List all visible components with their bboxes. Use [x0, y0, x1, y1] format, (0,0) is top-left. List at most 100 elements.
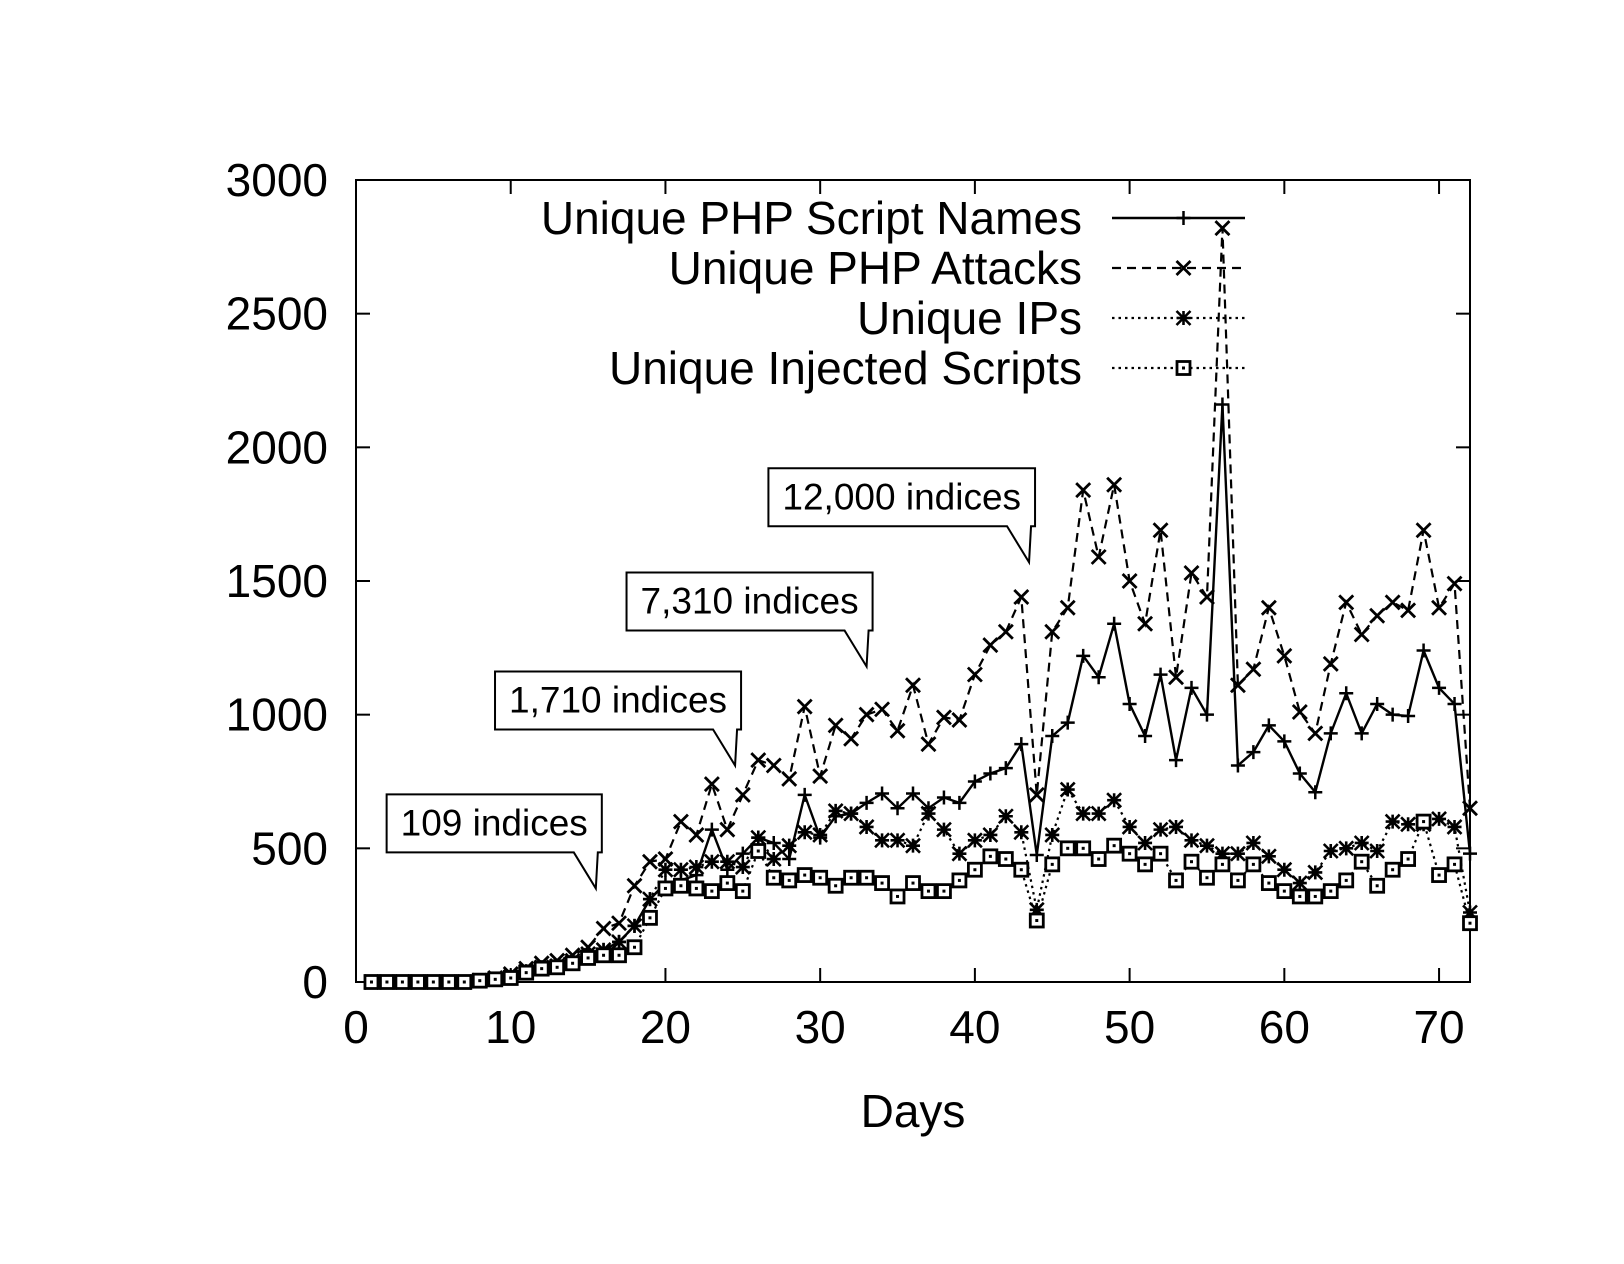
series-3-point — [812, 827, 829, 843]
series-4-point — [1044, 856, 1061, 873]
series-3-point — [781, 837, 798, 854]
series-2-point — [1291, 704, 1308, 720]
series-2-point — [1431, 599, 1448, 616]
legend-swatch-marker-stroke — [1175, 310, 1192, 326]
series-1-point-stroke — [1385, 707, 1400, 722]
series-4-point-dot — [849, 876, 853, 880]
series-2-point — [966, 666, 983, 683]
series-1-point-stroke — [906, 786, 920, 801]
series-3-point-stroke — [843, 805, 860, 822]
series-3-point-stroke — [703, 853, 720, 870]
series-3-point-stroke — [1183, 832, 1200, 849]
series-1-point — [1261, 718, 1276, 733]
series-1-point-stroke — [1122, 696, 1137, 711]
series-3-point-stroke — [905, 837, 921, 854]
series-4-point — [1338, 872, 1355, 889]
series-4-point — [1353, 853, 1370, 870]
series-4-point — [1291, 888, 1308, 905]
y-tick-label: 500 — [251, 822, 328, 874]
series-2-point-stroke — [1400, 602, 1417, 619]
series-4-point — [982, 848, 999, 865]
series-1-point-stroke — [952, 795, 967, 810]
series-2-point-stroke — [1276, 647, 1293, 664]
series-3-point-stroke — [1044, 827, 1061, 843]
series-3-point-stroke — [1245, 835, 1262, 851]
series-3-point-stroke — [1291, 875, 1308, 892]
series-3-point — [1307, 864, 1324, 881]
series-3-point-stroke — [827, 802, 844, 819]
series-2-point-stroke — [827, 717, 844, 734]
series-2-point-stroke — [920, 736, 937, 753]
series-4-point — [595, 947, 612, 964]
series-4-point-dot — [896, 894, 900, 898]
series-1-point-stroke — [1169, 753, 1184, 768]
legend-swatch-marker-stroke — [1176, 211, 1191, 225]
series-4-point — [889, 888, 906, 905]
series-3-point — [765, 851, 782, 867]
legend-label: Unique IPs — [857, 292, 1082, 344]
series-4-point-dot — [1128, 852, 1132, 856]
y-tick-label: 1500 — [226, 555, 328, 607]
series-3-point — [936, 821, 952, 838]
series-1-point-stroke — [1091, 670, 1106, 685]
series-3-point-stroke — [812, 827, 829, 843]
series-4-point-dot — [1422, 820, 1426, 824]
series-4-point-dot — [509, 976, 513, 980]
series-2-point — [672, 813, 689, 830]
series-3-point-stroke — [1338, 840, 1355, 857]
series-4-point — [1230, 872, 1246, 889]
series-2-point — [1338, 594, 1355, 611]
callout-box — [494, 670, 743, 769]
series-4-point-dot — [1344, 878, 1348, 882]
series-4-point — [781, 872, 798, 889]
series-2-point — [641, 853, 658, 870]
series-2-point-stroke — [1245, 661, 1262, 678]
series-2-point — [781, 770, 798, 787]
series-2-point-stroke — [1369, 607, 1386, 624]
series-1-point-stroke — [890, 801, 905, 816]
series-3-point-stroke — [1090, 805, 1107, 822]
series-2-point-stroke — [1013, 589, 1030, 606]
series-4-point — [409, 974, 426, 990]
series-4-point — [1446, 856, 1463, 873]
series-3-point-stroke — [611, 933, 627, 950]
series-4-point — [1121, 845, 1138, 862]
series-1-point — [782, 852, 797, 867]
series-3-point — [1121, 819, 1138, 835]
series-4-point-dot — [1097, 857, 1101, 861]
callout-label: 109 indices — [401, 802, 588, 843]
x-tick-label: 70 — [1413, 1001, 1464, 1053]
series-4-point-dot — [524, 971, 528, 975]
series-3-point — [1028, 901, 1045, 918]
series-4-point — [703, 883, 720, 900]
series-4-point-dot — [555, 965, 559, 969]
series-1-point-stroke — [735, 846, 750, 861]
series-2-point-stroke — [611, 915, 628, 932]
series-4-point — [1183, 853, 1200, 870]
series-2-point — [1415, 522, 1432, 539]
series-1-point — [1122, 696, 1137, 711]
legend-entry-4: Unique Injected Scripts — [609, 342, 1245, 394]
series-3-point-stroke — [1322, 843, 1339, 859]
series-1-point — [1385, 707, 1400, 722]
x-tick-label: 10 — [485, 1001, 536, 1053]
callout-1: 109 indices — [385, 793, 603, 892]
series-3-point-stroke — [1121, 819, 1138, 835]
series-1-point — [1091, 670, 1106, 685]
legend-swatch-marker — [1175, 260, 1192, 276]
series-3-point-stroke — [1446, 819, 1463, 835]
series-2-point-stroke — [1214, 220, 1231, 237]
series-4-point-dot — [1375, 884, 1379, 888]
series-1-point-stroke — [1401, 709, 1416, 724]
series-4-point — [580, 950, 596, 966]
series-4-point-dot — [818, 876, 822, 880]
series-4-point-dot — [834, 884, 838, 888]
series-1-point — [1045, 729, 1060, 744]
series-2-point-stroke — [781, 770, 798, 787]
legend-swatch-marker — [1175, 360, 1192, 376]
series-3-point-stroke — [734, 859, 751, 875]
series-4-point-dot — [431, 980, 435, 984]
series-4-point-dot — [447, 980, 451, 984]
